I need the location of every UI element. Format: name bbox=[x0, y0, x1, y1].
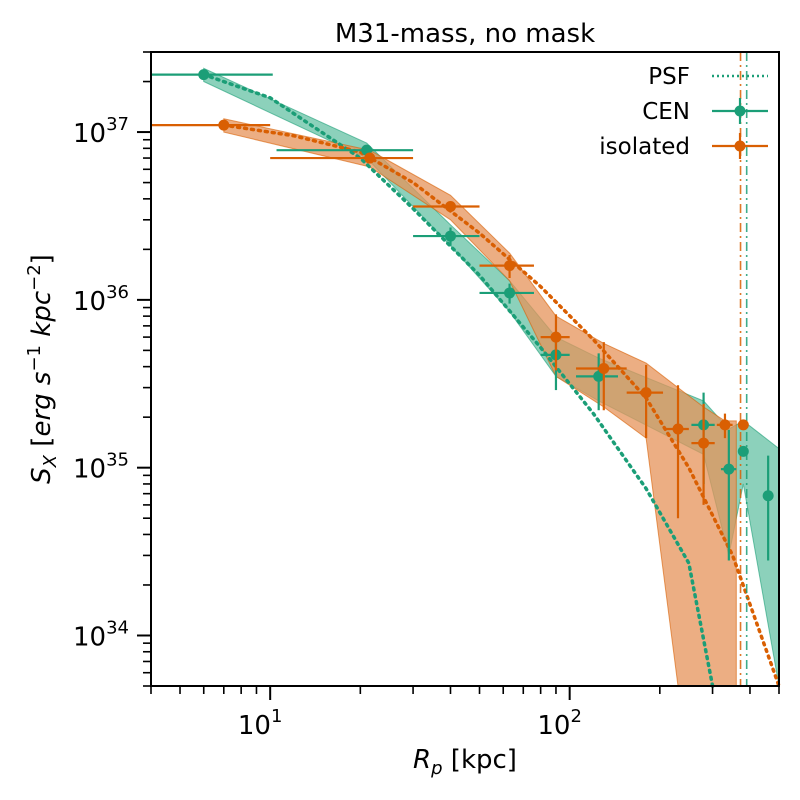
virial-lines bbox=[739, 52, 748, 686]
y-tick-label: 1035 bbox=[73, 450, 129, 485]
band-isolated bbox=[223, 118, 737, 687]
point-isolated bbox=[691, 403, 715, 505]
x-axis: 101 102 bbox=[150, 686, 780, 741]
point-isolated bbox=[540, 314, 570, 371]
point-isolated bbox=[479, 255, 534, 279]
y-tick-label: 1034 bbox=[73, 617, 129, 652]
point-cen bbox=[479, 283, 534, 304]
point-cen bbox=[576, 353, 618, 411]
marker bbox=[364, 152, 376, 164]
marker bbox=[598, 362, 610, 374]
marker bbox=[719, 419, 731, 431]
plot-frame bbox=[150, 51, 780, 687]
point-isolated bbox=[270, 152, 414, 164]
marker bbox=[218, 119, 230, 131]
legend-entry: CEN bbox=[642, 98, 768, 125]
marker bbox=[593, 370, 605, 382]
point-isolated bbox=[413, 201, 480, 213]
marker bbox=[198, 69, 210, 81]
point-isolated bbox=[666, 385, 689, 519]
marker bbox=[737, 419, 749, 431]
marker bbox=[762, 490, 774, 502]
y-tick-label: 1036 bbox=[73, 282, 129, 317]
point-isolated bbox=[576, 342, 627, 411]
chart-title: M31-mass, no mask bbox=[335, 19, 595, 49]
x-axis-label: Rp [kpc] bbox=[413, 745, 517, 779]
legend-label: CEN bbox=[642, 99, 690, 125]
y-tick-label: 1037 bbox=[73, 114, 129, 149]
point-isolated bbox=[151, 119, 271, 131]
marker bbox=[737, 445, 749, 457]
point-cen bbox=[720, 429, 737, 561]
point-isolated bbox=[737, 419, 749, 431]
marker bbox=[504, 287, 516, 299]
point-cen bbox=[762, 455, 774, 561]
legend-marker bbox=[734, 105, 746, 117]
marker bbox=[444, 201, 456, 213]
legend: PSF CEN isolated bbox=[599, 64, 768, 160]
error-bands bbox=[203, 67, 780, 687]
x-tick-label: 102 bbox=[537, 706, 582, 741]
x-tick-label: 101 bbox=[238, 706, 283, 741]
legend-marker bbox=[734, 140, 746, 152]
marker bbox=[723, 463, 735, 475]
marker bbox=[504, 260, 516, 272]
y-axis: 1034 1035 1036 1037 bbox=[73, 51, 151, 687]
marker bbox=[672, 423, 684, 435]
psf-line-0 bbox=[201, 72, 715, 688]
point-isolated bbox=[716, 413, 733, 439]
point-cen bbox=[151, 69, 273, 81]
legend-label: PSF bbox=[648, 64, 690, 90]
y-axis-label: SX [erg s−1 kpc−2] bbox=[24, 254, 61, 484]
point-cen bbox=[737, 445, 749, 457]
data-points bbox=[151, 69, 774, 561]
legend-entry: isolated bbox=[599, 133, 768, 160]
marker bbox=[444, 230, 456, 242]
point-cen bbox=[413, 227, 480, 246]
marker bbox=[550, 331, 562, 343]
marker bbox=[698, 437, 710, 449]
marker bbox=[640, 387, 652, 399]
legend-entry: PSF bbox=[648, 64, 768, 90]
legend-label: isolated bbox=[599, 134, 690, 160]
point-isolated bbox=[626, 364, 664, 439]
